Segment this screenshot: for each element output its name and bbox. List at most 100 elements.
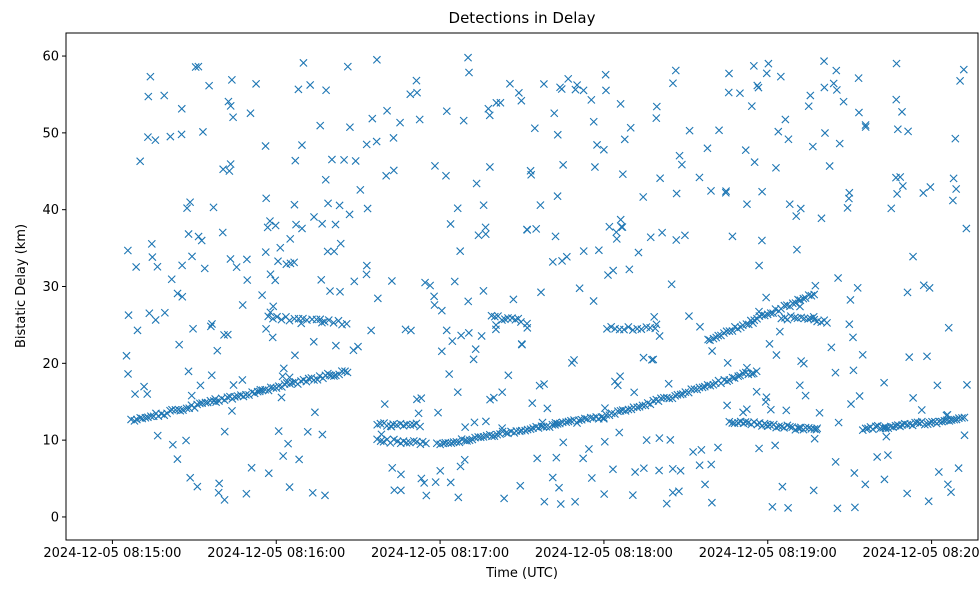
detection-marker (893, 189, 902, 198)
detection-marker (264, 312, 273, 321)
detection-marker (616, 99, 625, 108)
detection-marker (668, 464, 677, 473)
detection-marker (269, 302, 278, 311)
detection-marker (695, 461, 704, 470)
detection-marker (380, 400, 389, 409)
detection-marker (938, 417, 946, 426)
detection-marker (446, 219, 455, 228)
detection-marker (143, 389, 152, 398)
detection-marker (536, 288, 545, 297)
detection-marker (186, 198, 195, 207)
detection-marker (396, 470, 405, 479)
detection-marker (367, 326, 376, 335)
detection-marker (363, 204, 372, 213)
detection-marker (168, 405, 176, 414)
detection-marker (389, 133, 398, 142)
detection-marker (950, 415, 959, 424)
detection-marker (784, 135, 793, 144)
detection-marker (430, 292, 439, 301)
detection-marker (662, 499, 671, 508)
detection-marker (839, 97, 848, 106)
detection-marker (226, 254, 235, 263)
detection-marker (782, 406, 791, 415)
detection-marker (331, 341, 340, 350)
detection-marker (526, 425, 535, 434)
detection-marker (516, 481, 525, 490)
detection-marker (528, 399, 537, 408)
detection-marker (396, 486, 405, 495)
detection-marker (227, 75, 236, 84)
detection-marker (553, 419, 562, 428)
detection-marker (193, 400, 202, 409)
detection-marker (799, 294, 808, 303)
detection-marker (730, 419, 739, 428)
detection-marker (813, 424, 822, 433)
detection-marker (416, 422, 425, 431)
detection-marker (368, 114, 377, 123)
detection-marker (206, 322, 215, 331)
detection-marker (406, 420, 415, 429)
detection-marker (266, 308, 275, 317)
detection-marker (274, 427, 283, 436)
detection-marker (850, 503, 859, 512)
detection-marker (628, 491, 637, 500)
detection-marker (749, 61, 758, 70)
detection-marker (320, 317, 329, 326)
detection-marker (785, 422, 794, 431)
detection-marker (326, 287, 335, 296)
detection-marker (230, 392, 239, 401)
detection-marker (861, 121, 870, 130)
detection-marker (832, 66, 841, 75)
detection-marker (594, 246, 603, 255)
detection-marker (795, 381, 804, 390)
detection-marker (626, 123, 635, 132)
detection-marker (389, 166, 398, 175)
detection-marker (551, 420, 560, 429)
detection-marker (903, 489, 912, 498)
detection-marker (750, 158, 759, 167)
detection-marker (303, 427, 312, 436)
detection-marker (276, 243, 285, 252)
detection-marker (672, 235, 681, 244)
detection-marker (934, 468, 943, 476)
detection-marker (849, 333, 857, 342)
detection-marker (788, 299, 797, 308)
detection-marker (430, 301, 439, 309)
detection-marker (917, 406, 926, 414)
detection-marker (850, 469, 859, 478)
detection-marker (781, 115, 790, 124)
detection-marker (431, 478, 440, 487)
detection-marker (160, 91, 169, 100)
detection-marker (633, 403, 642, 412)
detection-marker (288, 378, 297, 387)
detection-marker (141, 413, 150, 422)
detection-marker (224, 97, 233, 106)
detection-marker (676, 466, 685, 475)
detection-marker (406, 326, 415, 335)
detection-marker (753, 81, 762, 90)
detection-marker (310, 408, 319, 417)
detection-marker (639, 353, 648, 362)
detection-marker (776, 72, 785, 81)
detection-marker (290, 258, 299, 267)
detection-marker (151, 315, 160, 324)
detection-marker (539, 80, 548, 89)
y-axis-ticks: 0 10 20 30 40 50 60 (42, 50, 66, 525)
detection-marker (292, 220, 301, 229)
detection-marker (785, 200, 794, 209)
detection-marker (461, 423, 470, 432)
detection-marker (188, 252, 197, 261)
plot-area-frame (65, 32, 979, 541)
detection-marker (173, 289, 182, 298)
detection-marker (771, 163, 780, 172)
detection-marker (722, 327, 731, 336)
detection-marker (553, 192, 562, 201)
detection-marker (784, 503, 793, 512)
detection-marker (790, 313, 799, 322)
detection-marker (562, 418, 571, 427)
detection-marker (880, 378, 889, 387)
detection-marker (493, 430, 502, 439)
detection-marker (960, 431, 969, 440)
detection-marker (772, 351, 781, 360)
detection-marker (258, 291, 267, 300)
